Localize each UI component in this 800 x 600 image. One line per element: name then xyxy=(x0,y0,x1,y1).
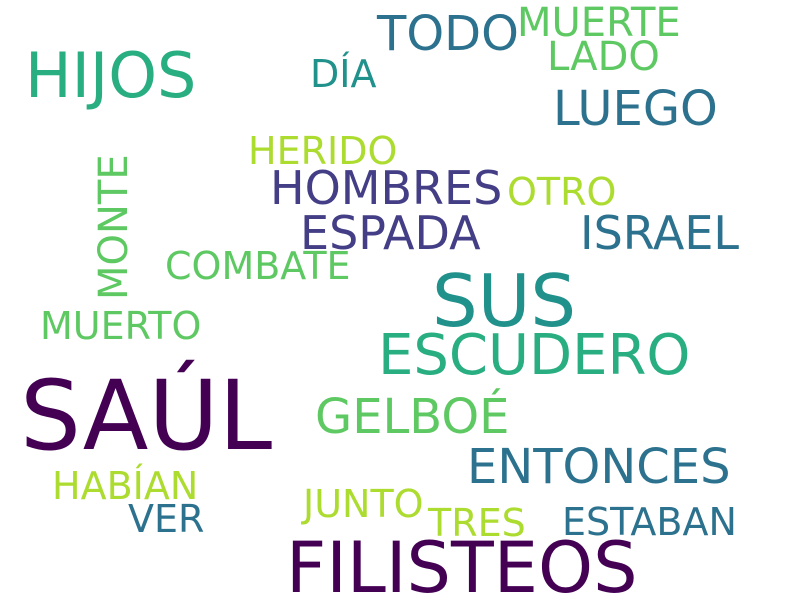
word-monte: MONTE xyxy=(91,154,137,300)
word-israel: ISRAEL xyxy=(580,206,740,260)
word-junto: JUNTO xyxy=(303,482,424,526)
word-filisteos: FILISTEOS xyxy=(286,527,638,600)
word-hombres: HOMBRES xyxy=(270,161,503,215)
word-ver: VER xyxy=(128,497,205,541)
word-herido: HERIDO xyxy=(248,129,398,173)
word-escudero: ESCUDERO xyxy=(378,323,691,388)
word-dia: DÍA xyxy=(310,52,377,96)
word-gelboe: GELBOÉ xyxy=(315,389,510,445)
word-espada: ESPADA xyxy=(300,206,481,260)
word-muerto: MUERTO xyxy=(40,304,202,348)
word-tres: TRES xyxy=(428,501,526,545)
word-entonces: ENTONCES xyxy=(467,439,731,495)
word-habian: HABÍAN xyxy=(52,464,199,508)
word-hijos: HIJOS xyxy=(25,39,197,112)
word-luego: LUEGO xyxy=(553,81,718,137)
word-todo: TODO xyxy=(377,6,519,62)
word-estaban: ESTABAN xyxy=(562,500,737,544)
word-combate: COMBATE xyxy=(165,244,351,288)
word-muerte: MUERTE xyxy=(517,0,681,46)
word-saul: SAÚL xyxy=(20,360,273,472)
word-sus: SUS xyxy=(432,259,577,343)
word-otro: OTRO xyxy=(507,170,617,214)
word-lado: LADO xyxy=(547,34,660,80)
